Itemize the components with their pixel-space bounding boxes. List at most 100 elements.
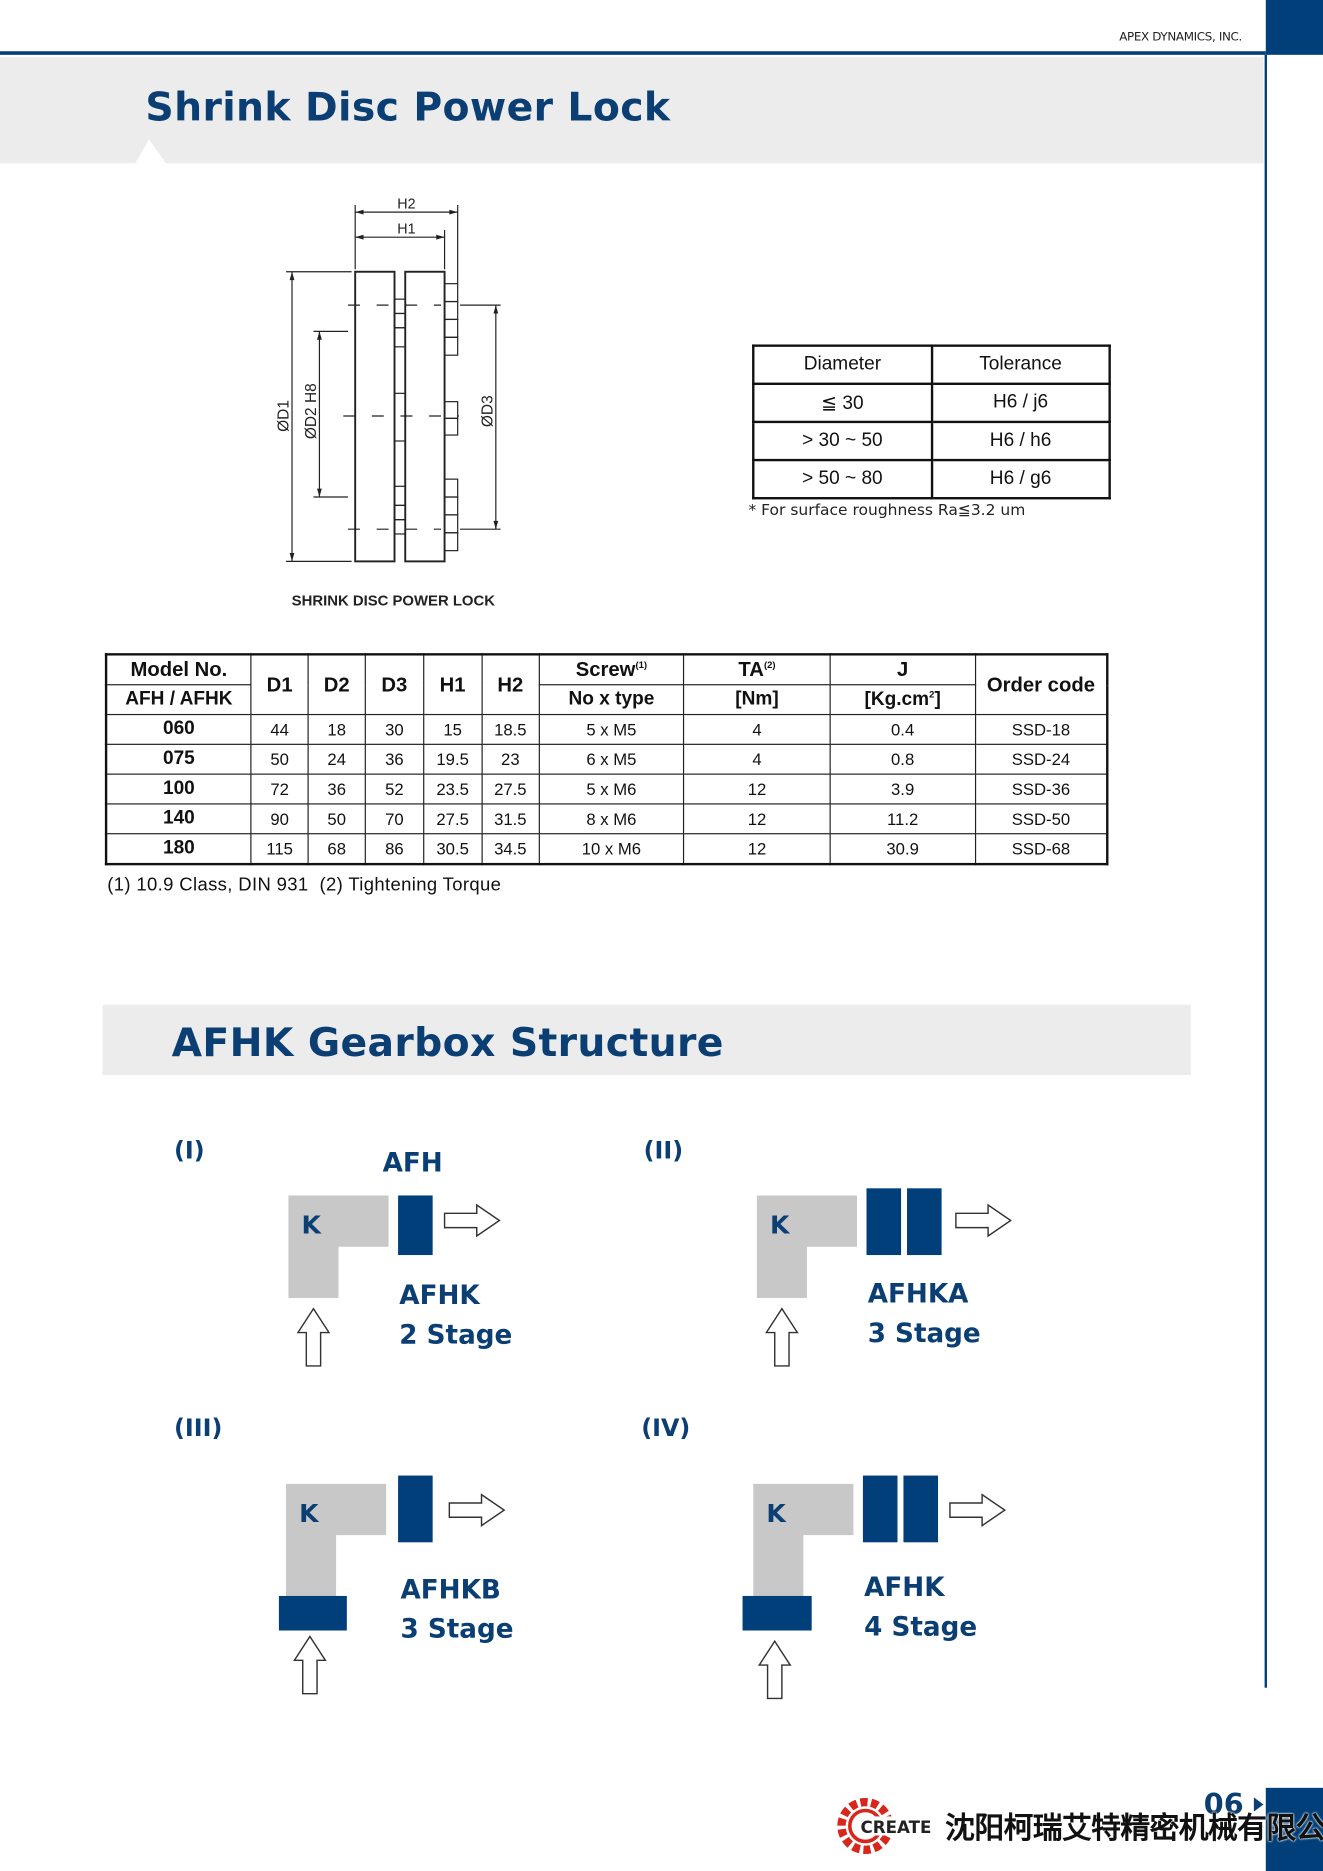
stage-label: 2 Stage — [399, 1320, 512, 1350]
model-cell: 180 — [105, 833, 252, 865]
cell: 34.5 — [481, 833, 540, 865]
header-h2: H2 — [481, 653, 540, 716]
cell: > 30 ~ 50 — [752, 420, 933, 462]
diagram-afhk-4-stage: (IV) K AFHK 4 Stage — [641, 1414, 1006, 1700]
dim-d1: ØD1 — [275, 400, 292, 432]
footer-company-cn: 沈阳柯瑞艾特精密机械有限公司 — [945, 1811, 1323, 1846]
cell: 23 — [481, 743, 540, 775]
cell: 72 — [250, 773, 309, 805]
table-header-row: Diameter Tolerance — [752, 344, 1111, 385]
cell: H6 / g6 — [930, 458, 1111, 500]
diagram-number: (IV) — [641, 1414, 690, 1442]
gearbox-title: AFHK Gearbox Structure — [171, 1019, 724, 1066]
header-ta2: [Nm] — [683, 684, 831, 716]
cell: 12 — [683, 803, 831, 835]
corner-tab — [1265, 0, 1323, 55]
spec-table: Model No. D1 D2 D3 H1 H2 Screw(1) TA(2) … — [104, 653, 1109, 866]
page-number: 06 — [1203, 1787, 1244, 1822]
model-name: AFHKA — [868, 1280, 969, 1310]
dim-d3: ØD3 — [479, 395, 496, 427]
table-row: > 30 ~ 50 H6 / h6 — [752, 420, 1111, 462]
input-arrow-icon — [765, 1307, 799, 1367]
diagram-number: (I) — [174, 1137, 205, 1165]
k-label: K — [299, 1499, 320, 1528]
tolerance-note: * For surface roughness Ra≦3.2 um — [748, 501, 1026, 520]
table-header-row: Model No. D1 D2 D3 H1 H2 Screw(1) TA(2) … — [105, 653, 1108, 716]
j-unit: [Kg.cm — [864, 689, 930, 710]
header-model2: AFH / AFHK — [105, 684, 252, 716]
cell: H6 / h6 — [930, 420, 1111, 462]
dim-d2: ØD2 H8 — [303, 383, 320, 439]
footer-tab — [1265, 1787, 1323, 1871]
title-band — [0, 57, 1264, 164]
header-screw: Screw(1) — [538, 653, 685, 686]
j-unit-end: ] — [934, 689, 941, 710]
cell: ≦ 30 — [752, 382, 933, 424]
cell: 52 — [364, 773, 425, 805]
input-arrow-icon — [758, 1640, 791, 1700]
cell: SSD-18 — [974, 713, 1108, 745]
stage-block — [398, 1475, 433, 1543]
dim-h2: H2 — [397, 197, 415, 213]
cell: 31.5 — [481, 803, 540, 835]
next-page-arrow-icon — [1253, 1797, 1264, 1812]
model-name: AFHK — [864, 1573, 946, 1603]
tolerance-table: Diameter Tolerance ≦ 30 H6 / j6 > 30 ~ 50 H… — [752, 344, 1111, 500]
screw-label: Screw — [575, 657, 636, 681]
header-screw2: No x type — [538, 684, 685, 716]
input-arrow-icon — [293, 1635, 327, 1695]
drawing-caption: SHRINK DISC POWER LOCK — [292, 593, 496, 609]
ta-label: TA — [738, 657, 764, 681]
header-j2: [Kg.cm2] — [829, 684, 976, 716]
cell: 10 x M6 — [538, 833, 685, 865]
cell: 30 — [364, 713, 425, 745]
j-sup: 2 — [929, 688, 935, 700]
cell: 8 x M6 — [538, 803, 685, 835]
cell: 36 — [307, 773, 366, 805]
output-arrow-icon — [443, 1204, 501, 1237]
header-model: Model No. — [105, 653, 252, 686]
k-label: K — [770, 1211, 791, 1240]
cell: 30.5 — [422, 833, 483, 865]
cell: 12 — [683, 833, 831, 865]
diagram-afhka-3-stage: (II) K AFHKA 3 Stage — [644, 1137, 1012, 1367]
logo-text: CREATE — [861, 1818, 932, 1837]
model-name: AFHKB — [400, 1575, 500, 1605]
table-header-row: AFH / AFHK No x type [Nm] [Kg.cm2] — [105, 684, 1107, 716]
stage-block — [866, 1188, 902, 1256]
stage-block — [862, 1475, 898, 1543]
diagram-afhkb-3-stage: (III) K AFHKB 3 Stage — [174, 1414, 514, 1695]
stage-label: 4 Stage — [864, 1612, 977, 1642]
header-rule — [0, 51, 1266, 55]
cell: 18.5 — [481, 713, 540, 745]
cell: 27.5 — [481, 773, 540, 805]
create-logo: CREATE — [837, 1797, 937, 1854]
cell: 44 — [250, 713, 309, 745]
cell: SSD-68 — [974, 833, 1108, 865]
cell: 50 — [307, 803, 366, 835]
table-row: 075 50 24 36 19.5 23 6 x M5 4 0.8 SSD-24 — [105, 743, 1108, 775]
company-name: APEX DYNAMICS, INC. — [1119, 30, 1242, 45]
stage-block — [903, 1475, 939, 1543]
model-cell: 075 — [105, 743, 252, 775]
output-arrow-icon — [949, 1493, 1006, 1527]
cell: SSD-24 — [974, 743, 1108, 775]
ta-sup: (2) — [763, 659, 776, 671]
table-row: 140 90 50 70 27.5 31.5 8 x M6 12 11.2 SSD-50 — [105, 803, 1108, 835]
diagram-number: (II) — [644, 1137, 684, 1165]
cell: SSD-50 — [974, 803, 1108, 835]
output-arrow-icon — [955, 1204, 1012, 1237]
shrink-disc-drawing: H2 H1 ØD1 ØD2 H8 ØD3 SHRINK DISC POWER L… — [275, 197, 501, 609]
side-rule — [1264, 54, 1267, 1688]
gearbox-title-band — [102, 1004, 1191, 1076]
cell: 90 — [250, 803, 309, 835]
stage-label: 3 Stage — [400, 1615, 513, 1645]
cell: 50 — [250, 743, 309, 775]
input-arrow-icon — [297, 1307, 330, 1367]
cell: 115 — [250, 833, 309, 865]
diagram-number: (III) — [174, 1414, 222, 1442]
title-notch — [134, 139, 167, 165]
cell: 5 x M6 — [538, 773, 685, 805]
cell: > 50 ~ 80 — [752, 458, 933, 500]
